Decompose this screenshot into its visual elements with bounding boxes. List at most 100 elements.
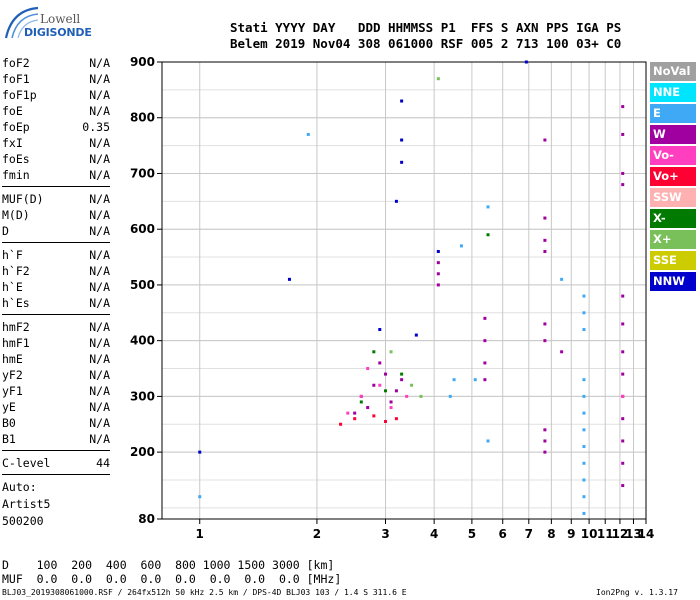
autoscaler-name: Artist5 [2, 497, 51, 511]
param-row: yE N/A [2, 400, 110, 416]
echo-point [419, 394, 423, 398]
x-tick-label: 12 [612, 527, 629, 541]
echo-point [448, 394, 452, 398]
param-name: B0 [2, 416, 16, 430]
param-value: N/A [89, 320, 110, 334]
echo-point [400, 372, 404, 376]
param-name: foF1 [2, 72, 30, 86]
echo-point [378, 383, 382, 387]
param-separator [2, 186, 110, 187]
version-footer: Ion2Png v. 1.3.17 [596, 588, 678, 597]
echo-point [621, 183, 625, 187]
echo-point [473, 378, 477, 382]
echo-point [582, 478, 586, 482]
autoscaler-version: 500200 [2, 514, 44, 528]
echo-point [621, 105, 625, 109]
param-name: foEp [2, 120, 30, 134]
param-row: hmE N/A [2, 352, 110, 368]
param-row: foF2 N/A [2, 56, 110, 72]
y-tick-label: 600 [130, 222, 155, 236]
param-separator [2, 450, 110, 451]
header-labels: Stati YYYY DAY DDD HHMMSS P1 FFS S AXN P… [230, 20, 622, 35]
echo-point [198, 450, 202, 454]
echo-point [436, 249, 440, 253]
echo-point [394, 389, 398, 393]
param-value: N/A [89, 248, 110, 262]
param-row: hmF1 N/A [2, 336, 110, 352]
param-value: N/A [89, 296, 110, 310]
echo-point [405, 394, 409, 398]
echo-point [394, 417, 398, 421]
y-tick-label: 500 [130, 278, 155, 292]
echo-point [543, 339, 547, 343]
echo-point [483, 361, 487, 365]
param-row: yF2 N/A [2, 368, 110, 384]
echo-point [384, 419, 388, 423]
echo-point [582, 294, 586, 298]
y-tick-label: 300 [130, 389, 155, 403]
echo-point [359, 400, 363, 404]
echo-point [339, 422, 343, 426]
param-row: h`F N/A [2, 248, 110, 264]
echo-point [372, 383, 376, 387]
echo-point [400, 99, 404, 103]
echo-point [410, 383, 414, 387]
legend-item: NNW [650, 272, 696, 291]
echo-point [582, 495, 586, 499]
param-name: h`Es [2, 296, 30, 310]
echo-point [582, 428, 586, 432]
y-tick-label: 80 [138, 512, 155, 526]
ionogram-plot: 1 2 3 4 5 6 7 8 9 10 11121314802003004005006007008… [130, 55, 654, 541]
param-row: foF1p N/A [2, 88, 110, 104]
x-tick-label: 2 [313, 527, 321, 541]
param-name: hmF2 [2, 320, 30, 334]
echo-point [486, 205, 490, 209]
polarization-legend: NoVal NNE E W Vo- Vo+ SSW X- X+ SSE NNW [650, 62, 696, 293]
x-tick-label: 10 [581, 527, 598, 541]
param-row: MUF(D) N/A [2, 192, 110, 208]
echo-point [359, 394, 363, 398]
param-value: N/A [89, 104, 110, 118]
echo-point [582, 394, 586, 398]
echo-point [621, 132, 625, 136]
legend-item: E [650, 104, 696, 123]
param-name: foE [2, 104, 23, 118]
echo-point [389, 400, 393, 404]
echo-point [543, 138, 547, 142]
echo-point [486, 439, 490, 443]
x-tick-label: 1 [196, 527, 204, 541]
echo-point [459, 244, 463, 248]
auto-label: Auto: [2, 480, 37, 494]
echo-point [486, 233, 490, 237]
echo-point [543, 439, 547, 443]
echo-point [394, 199, 398, 203]
echo-point [389, 350, 393, 354]
legend-item: X+ [650, 230, 696, 249]
param-row: h`Es N/A [2, 296, 110, 312]
param-value: 0.35 [82, 120, 110, 134]
y-tick-label: 900 [130, 55, 155, 69]
y-tick-label: 200 [130, 445, 155, 459]
x-tick-label: 7 [525, 527, 533, 541]
x-tick-label: 9 [567, 527, 575, 541]
param-value: N/A [89, 280, 110, 294]
echo-point [483, 378, 487, 382]
param-name: M(D) [2, 208, 30, 222]
param-row: hmF2 N/A [2, 320, 110, 336]
echo-point [306, 132, 310, 136]
echo-point [389, 406, 393, 410]
echo-point [621, 439, 625, 443]
echo-point [543, 249, 547, 253]
param-row: fmin N/A [2, 168, 110, 184]
echo-point [353, 411, 357, 415]
muf-row: MUF 0.0 0.0 0.0 0.0 0.0 0.0 0.0 0.0 [MHz… [2, 572, 342, 586]
param-row: foEp 0.35 [2, 120, 110, 136]
echo-point [436, 77, 440, 81]
x-tick-label: 11 [597, 527, 614, 541]
echo-point [582, 445, 586, 449]
param-value: N/A [89, 400, 110, 414]
echo-point [483, 316, 487, 320]
legend-item: W [650, 125, 696, 144]
echo-point [372, 350, 376, 354]
y-tick-label: 400 [130, 334, 155, 348]
